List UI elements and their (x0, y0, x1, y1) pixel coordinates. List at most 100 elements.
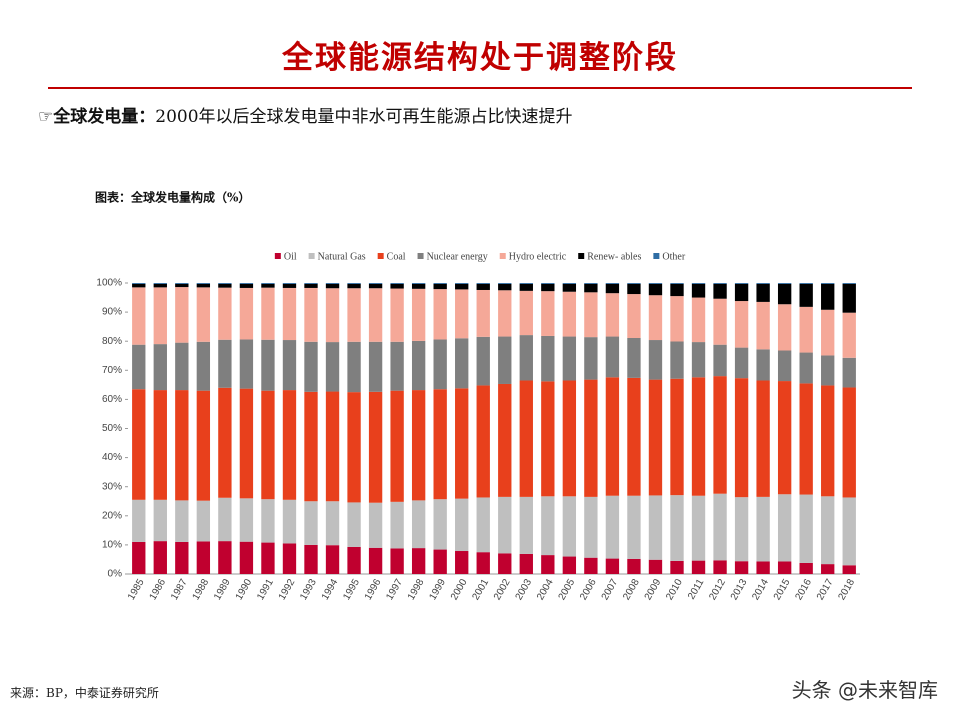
x-tick-label: 2014 (750, 577, 771, 602)
bar-segment (821, 496, 835, 565)
bar-segment (584, 496, 598, 558)
x-tick-label: 2007 (600, 577, 621, 602)
bar-segment (648, 495, 663, 560)
bar-segment (476, 552, 490, 574)
chart-title: 图表：全球发电量构成（%） (95, 190, 250, 205)
x-tick-label: 2017 (815, 577, 836, 602)
bar-segment (347, 283, 361, 284)
bar-segment (821, 564, 835, 574)
bar-segment (713, 376, 727, 494)
bar-segment (713, 493, 727, 561)
bar-segment (476, 336, 490, 386)
bar-segment (347, 392, 361, 503)
bar-segment (691, 495, 706, 561)
bar-segment (132, 283, 146, 288)
bar-segment (455, 551, 469, 574)
bar-segment (605, 495, 620, 559)
bar-segment (541, 283, 555, 292)
x-tick-label: 1998 (406, 577, 427, 602)
bar-segment (411, 288, 426, 341)
bar-segment (777, 283, 792, 305)
x-tick-label: 2018 (836, 577, 857, 602)
bar-segment (777, 561, 792, 574)
bar-segment (541, 283, 555, 284)
bar-segment (325, 391, 340, 502)
bar-segment (132, 389, 146, 500)
bar-segment (519, 283, 533, 291)
bar-segment (756, 496, 770, 562)
bar-segment (433, 289, 447, 340)
bar-segment (756, 283, 770, 284)
bar-segment (175, 342, 189, 391)
bar-segment (132, 283, 146, 284)
bar-segment (175, 500, 189, 542)
bar-segment (734, 378, 749, 498)
bar-segment (670, 495, 684, 561)
x-tick-label: 2015 (772, 577, 793, 602)
bar-segment (562, 336, 577, 381)
bar-segment (498, 283, 512, 291)
bar-segment (562, 283, 577, 292)
bar-segment (196, 500, 211, 542)
bar-segment (261, 499, 275, 543)
bar-segment (239, 541, 254, 574)
bar-segment (433, 283, 447, 290)
bar-segment (627, 283, 641, 284)
bar-segment (670, 283, 684, 297)
bar-segment (498, 283, 512, 284)
bar-segment (325, 288, 340, 343)
x-tick-label: 2000 (449, 577, 470, 602)
y-tick-label: 20% (102, 510, 122, 521)
x-tick-label: 1987 (169, 577, 190, 602)
bar-segment (153, 541, 167, 574)
bar-segment (218, 287, 232, 340)
legend-label: Other (662, 251, 685, 262)
legend-swatch (274, 253, 281, 259)
bar-segment (218, 339, 232, 388)
bar-segment (433, 549, 447, 574)
bar-segment (411, 283, 426, 284)
bar-segment (605, 558, 620, 574)
bar-segment (519, 380, 533, 497)
bar-segment (541, 291, 555, 336)
bar-segment (519, 553, 533, 574)
bar-segment (648, 283, 663, 296)
bar-segment (411, 548, 426, 574)
bar-segment (347, 502, 361, 547)
bar-segment (132, 541, 146, 574)
bar-segment (455, 338, 469, 389)
bar-segment (605, 293, 620, 337)
bar-segment (132, 499, 146, 542)
bar-segment (368, 283, 383, 284)
legend: Oil Natural Gas Coal Nuclear energy Hydro el… (274, 251, 686, 262)
bar-segment (325, 283, 340, 284)
bar-segment (390, 501, 404, 549)
bar-segment (455, 388, 469, 499)
y-tick-label: 70% (102, 365, 122, 376)
bar-segment (734, 497, 749, 562)
bar-segment (777, 304, 792, 351)
bar-segment (153, 390, 167, 500)
bar-segment (218, 497, 232, 542)
bar-segment (734, 347, 749, 379)
bar-segment (713, 283, 727, 284)
legend-swatch (653, 253, 660, 259)
bar-segment (476, 283, 490, 290)
bar-segment (734, 561, 749, 574)
bar-segment (713, 283, 727, 299)
bar-segment (756, 283, 770, 302)
bar-segment (627, 377, 641, 496)
bar-segment (282, 390, 297, 500)
bar-segment (368, 341, 383, 392)
bar-segment (734, 283, 749, 302)
x-tick-label: 1989 (212, 577, 233, 602)
bar-segment (821, 309, 835, 356)
bar-segment (713, 298, 727, 345)
bar-segment (368, 283, 383, 289)
x-tick-label: 1994 (320, 577, 341, 602)
bar-segment (239, 287, 254, 340)
bar-segment (325, 501, 340, 546)
bar-segment (153, 344, 167, 391)
bar-segment (196, 390, 211, 501)
bar-segment (562, 556, 577, 574)
